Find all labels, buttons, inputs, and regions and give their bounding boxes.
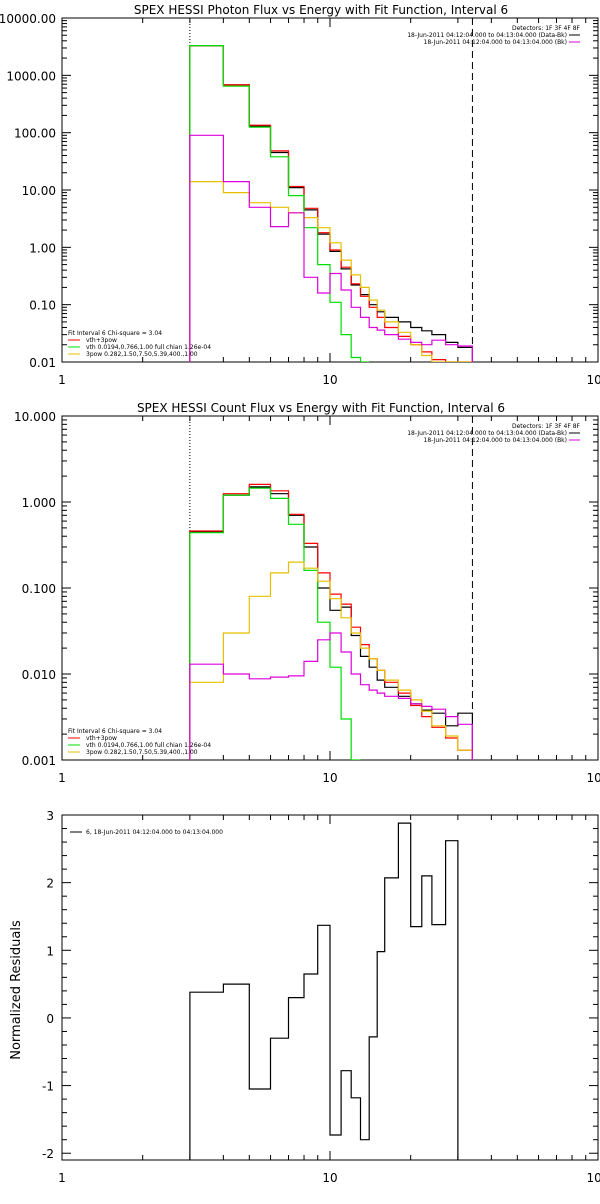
photon-time-range-bk: 18-Jun-2011 04:12:04.000 to 04:13:04.000… <box>424 39 567 46</box>
count-x-tick-label: 100 <box>587 771 600 785</box>
residuals-x-tick-label: 10 <box>322 1171 337 1185</box>
photon-y-tick-label: 0.10 <box>29 299 56 313</box>
residuals-y-axis-label: Normalized Residuals <box>9 920 24 1060</box>
count-y-tick-label: 1.000 <box>22 496 56 510</box>
photon-y-tick-label: 10000.00 <box>0 12 56 26</box>
count-fit-header: Fit Interval 6 Chi-square = 3.04 <box>68 728 162 735</box>
count-fit-vth-label: vth 0.0194,0.766,1.00 full chian 1.26e-0… <box>86 742 211 749</box>
photon-flux-title: SPEX HESSI Photon Flux vs Energy with Fi… <box>134 3 508 17</box>
count-x-tick-label: 1 <box>58 771 66 785</box>
photon-y-tick-label: 1000.00 <box>6 69 56 83</box>
residuals-y-tick-label: 3 <box>46 809 54 823</box>
residuals-series-residual <box>189 822 459 1160</box>
count-y-tick-label: 0.010 <box>22 668 56 682</box>
photon-x-tick-label: 100 <box>587 373 600 387</box>
residuals-y-tick-label: -2 <box>42 1147 54 1161</box>
photon-x-tick-label: 1 <box>58 373 66 387</box>
residuals-y-tick-label: -1 <box>42 1080 54 1094</box>
count-flux-panel: SPEX HESSI Count Flux vs Energy with Fit… <box>14 401 600 785</box>
count-fit-legend: Fit Interval 6 Chi-square = 3.04 vth+3po… <box>68 728 211 756</box>
count-detectors-label: Detectors: 1F 3F 4F 8F <box>512 423 581 430</box>
count-y-tick-label: 0.001 <box>22 754 56 768</box>
photon-fit-header: Fit Interval 6 Chi-square = 3.04 <box>68 330 162 337</box>
photon-series-vth <box>189 45 370 362</box>
count-series-data-bk <box>189 486 473 760</box>
count-time-range-data: 18-Jun-2011 04:12:04.000 to 04:13:04.000… <box>407 430 567 437</box>
photon-series-bk <box>189 134 473 362</box>
count-x-tick-label: 10 <box>322 771 337 785</box>
count-series-3pow <box>189 561 473 760</box>
count-series-bk <box>189 632 473 760</box>
photon-axes-frame <box>61 17 599 363</box>
photon-fit-legend: Fit Interval 6 Chi-square = 3.04 vth+3po… <box>68 330 211 358</box>
count-series-vth <box>189 487 361 760</box>
count-fit-3pow-label: 3pow 0.282,1.50,7.50,5.39,400.,1.00 <box>86 749 198 756</box>
count-y-tick-label: 0.100 <box>22 582 56 596</box>
residuals-y-tick-label: 2 <box>46 877 54 891</box>
residuals-panel: Normalized Residuals 6, 18-Jun-2011 04:1… <box>9 809 600 1185</box>
photon-y-tick-label: 1.00 <box>29 241 56 255</box>
photon-fit-model-label: vth+3pow <box>86 337 117 344</box>
photon-fit-3pow-label: 3pow 0.282,1.50,7.50,5.39,400.,1.00 <box>86 351 198 358</box>
residuals-x-tick-label: 100 <box>587 1171 600 1185</box>
residuals-legend: 6, 18-Jun-2011 04:12:04.000 to 04:13:04.… <box>70 829 223 836</box>
count-y-tick-label: 10.000 <box>14 410 56 424</box>
photon-flux-panel: SPEX HESSI Photon Flux vs Energy with Fi… <box>0 3 600 387</box>
photon-detectors-label: Detectors: 1F 3F 4F 8F <box>512 25 581 32</box>
residuals-y-tick-label: 0 <box>46 1012 54 1026</box>
photon-series-vth-3pow <box>189 45 473 362</box>
photon-fit-vth-label: vth 0.0194,0.766,1.00 full chian 1.26e-0… <box>86 344 211 351</box>
photon-time-legend: 18-Jun-2011 04:12:04.000 to 04:13:04.000… <box>407 32 580 46</box>
residuals-x-tick-label: 1 <box>58 1171 66 1185</box>
residuals-legend-label: 6, 18-Jun-2011 04:12:04.000 to 04:13:04.… <box>86 829 223 836</box>
photon-y-tick-label: 10.00 <box>22 184 56 198</box>
count-time-legend: 18-Jun-2011 04:12:04.000 to 04:13:04.000… <box>407 430 580 444</box>
residuals-y-tick-label: 1 <box>46 944 54 958</box>
photon-series-3pow <box>189 181 473 362</box>
photon-x-tick-label: 10 <box>322 373 337 387</box>
count-series-vth-3pow <box>189 483 473 760</box>
photon-time-range-data: 18-Jun-2011 04:12:04.000 to 04:13:04.000… <box>407 32 567 39</box>
count-fit-model-label: vth+3pow <box>86 735 117 742</box>
photon-y-tick-label: 100.00 <box>14 127 56 141</box>
photon-y-tick-label: 0.01 <box>29 356 56 370</box>
count-time-range-bk: 18-Jun-2011 04:12:04.000 to 04:13:04.000… <box>424 437 567 444</box>
count-flux-title: SPEX HESSI Count Flux vs Energy with Fit… <box>137 401 505 415</box>
photon-series-data-bk <box>189 45 473 362</box>
